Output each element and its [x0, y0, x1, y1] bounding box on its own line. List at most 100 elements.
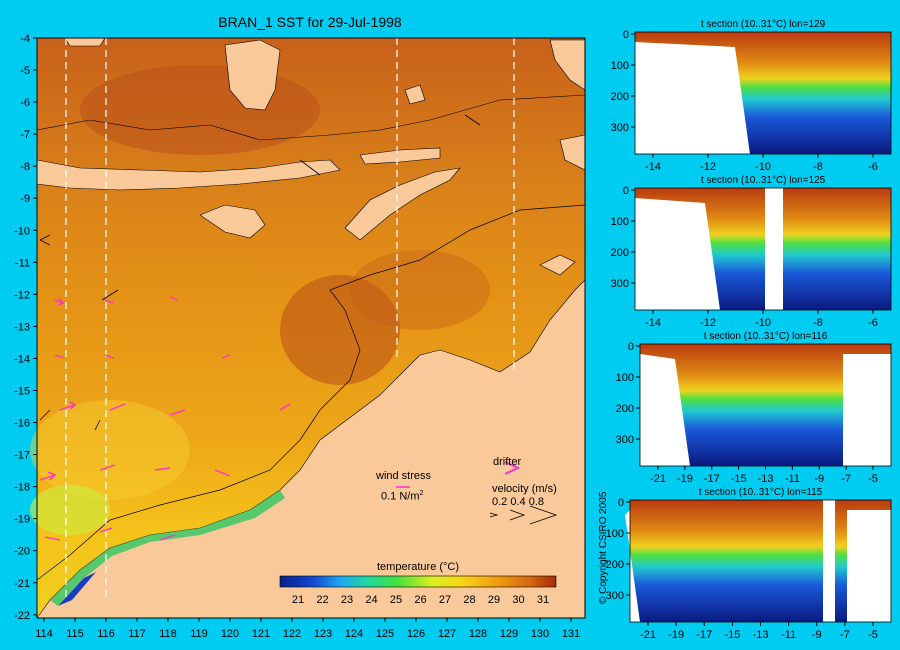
section-lat-tick: -12	[700, 161, 716, 173]
wind-stress-label: wind stress	[376, 470, 432, 482]
lat-tick-label: -6	[20, 97, 30, 109]
lon-tick-label: 120	[221, 628, 239, 640]
island-sumba	[199, 204, 266, 239]
copyright-note: © Copyright CSIRO 2005	[598, 491, 609, 604]
section-lat-tick: -15	[731, 473, 747, 485]
velocity-scale-icon	[489, 505, 558, 525]
lon-tick-label: 114	[35, 628, 53, 640]
lat-tick-label: -21	[14, 578, 30, 590]
section-lat-tick: -13	[758, 473, 774, 485]
lon-tick-label: 116	[97, 628, 115, 640]
lat-tick-label: -16	[14, 418, 30, 430]
section-lat-tick: -17	[696, 629, 712, 641]
section-depth-tick: 0	[618, 497, 624, 509]
lat-tick-label: -19	[14, 514, 30, 526]
main-map-panel: BRAN_1 SST for 29-Jul-1998	[14, 14, 586, 640]
colorbar-tick-label: 27	[439, 594, 451, 606]
colorbar-tick-label: 28	[463, 594, 475, 606]
section-lat-tick: -7	[840, 629, 850, 641]
lon-tick-label: 124	[345, 628, 363, 640]
lat-tick-label: -12	[14, 289, 30, 301]
wind-stress-arrows	[39, 114, 481, 431]
section-depth-tick: 300	[611, 122, 629, 134]
section-lat-tick: -10	[755, 161, 771, 173]
t-section-panel: t section (10..31°C) lon=115 0 100 200 300 -2…	[606, 487, 892, 641]
section-depth-tick: 300	[611, 278, 629, 290]
colorbar-tick-label: 30	[512, 594, 524, 606]
wind-stress-scale: 0.1 N/m2	[381, 490, 424, 503]
section-lines	[65, 38, 515, 600]
section-depth-tick: 300	[606, 590, 624, 602]
colorbar-tick-label: 24	[365, 594, 377, 606]
colorbar-tick-label: 29	[488, 594, 500, 606]
section-lat-tick: -21	[650, 473, 666, 485]
lat-tick-label: -8	[20, 161, 30, 173]
section-depth-tick: 300	[616, 434, 634, 446]
t-section-panel: t section (10..31°C) lon=116 0 100 200 300 -2…	[616, 331, 892, 485]
lat-tick-label: -13	[14, 321, 30, 333]
section-lat-tick: -21	[640, 629, 656, 641]
section-lat-tick: -8	[813, 161, 823, 173]
section-title: t section (10..31°C) lon=115	[699, 487, 823, 498]
section-title: t section (10..31°C) lon=125	[701, 175, 826, 186]
sections-svg: t section (10..31°C) lon=129 0 100 200 300 -1…	[606, 19, 892, 641]
section-lat-tick: -5	[868, 629, 878, 641]
lat-axis: -4 -5 -6 -7 -8 -9 -10 -11 -12 -13 -14 -15 -16 -17 -18 -…	[14, 33, 37, 622]
section-lat-tick: -14	[645, 317, 661, 329]
lon-tick-label: 115	[66, 628, 84, 640]
section-lat-tick: -9	[814, 473, 824, 485]
colorbar-tick-label: 26	[414, 594, 426, 606]
lat-tick-label: -11	[15, 257, 30, 269]
colorbar-tick-label: 21	[292, 594, 304, 606]
section-title: t section (10..31°C) lon=116	[704, 331, 828, 342]
velocity-arrows	[39, 296, 291, 541]
section-depth-tick: 200	[611, 247, 629, 259]
colorbar-tick-label: 22	[316, 594, 328, 606]
colorbar-tick-label: 25	[390, 594, 402, 606]
section-lat-tick: -19	[668, 629, 684, 641]
section-lat-tick: -9	[812, 629, 822, 641]
lon-tick-label: 129	[500, 628, 518, 640]
section-lat-tick: -11	[781, 629, 796, 641]
colorbar-label: temperature (°C)	[377, 561, 460, 573]
section-title: t section (10..31°C) lon=129	[701, 19, 826, 30]
sections-column: t section (10..31°C) lon=129 0 100 200 300 -1…	[585, 0, 900, 650]
sst-map: -4 -5 -6 -7 -8 -9 -10 -11 -12 -13 -14 -15 -16 -17 -18 -…	[14, 33, 586, 640]
lon-tick-label: 121	[252, 628, 270, 640]
lat-tick-label: -9	[20, 193, 30, 205]
section-lat-tick: -11	[785, 473, 800, 485]
velocity-label: velocity (m/s)	[492, 483, 557, 495]
section-lat-tick: -19	[677, 473, 693, 485]
section-lat-tick: -14	[645, 161, 661, 173]
section-depth-tick: 0	[623, 29, 629, 41]
colorbar-ticks: 21 22 23 24 25 26 27 28 29 30 31	[292, 594, 549, 606]
lon-tick-label: 119	[190, 628, 208, 640]
colorbar-tick-label: 31	[537, 594, 549, 606]
section-lat-tick: -6	[868, 161, 878, 173]
lat-tick-label: -10	[14, 225, 30, 237]
lat-tick-label: -18	[14, 482, 30, 494]
lon-tick-label: 123	[314, 628, 332, 640]
lat-tick-label: -5	[20, 65, 30, 77]
island-timor	[344, 167, 461, 241]
section-depth-tick: 0	[623, 185, 629, 197]
lat-tick-label: -20	[14, 546, 30, 558]
lon-tick-label: 128	[469, 628, 487, 640]
lon-tick-label: 131	[562, 628, 580, 640]
lat-tick-label: -22	[14, 610, 30, 622]
section-lat-tick: -12	[700, 317, 716, 329]
map-title: BRAN_1 SST for 29-Jul-1998	[218, 14, 402, 30]
velocity-scale: 0.2 0.4 0.8	[492, 496, 544, 508]
colorbar	[279, 575, 557, 588]
lon-tick-label: 125	[376, 628, 394, 640]
section-lat-tick: -8	[813, 317, 823, 329]
t-section-panel: t section (10..31°C) lon=125 0 100 200 300 -1…	[611, 175, 892, 329]
section-depth-tick: 100	[616, 372, 634, 384]
section-lat-tick: -6	[868, 317, 878, 329]
lat-tick-label: -14	[14, 353, 30, 365]
section-depth-tick: 100	[611, 216, 629, 228]
lon-tick-label: 122	[283, 628, 301, 640]
section-depth-tick: 200	[611, 91, 629, 103]
colorbar-tick-label: 23	[341, 594, 353, 606]
drifter-label: drifter	[493, 456, 522, 468]
